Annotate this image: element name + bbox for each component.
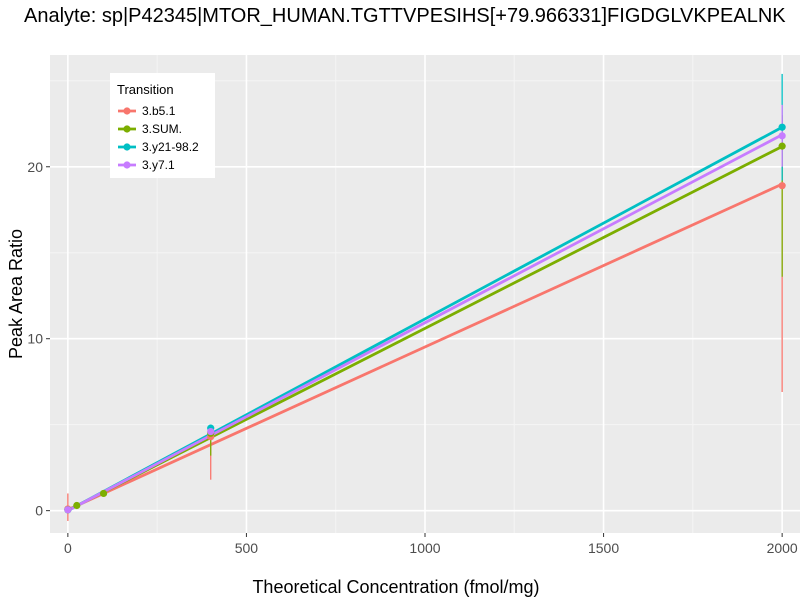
x-tick-label: 2000	[767, 540, 798, 556]
chart-title: Analyte: sp|P42345|MTOR_HUMAN.TGTTVPESIH…	[24, 5, 786, 27]
points	[64, 123, 786, 514]
x-tick-label: 1000	[409, 540, 440, 556]
data-point-1-1	[73, 501, 81, 510]
y-tick-label: 0	[35, 503, 43, 519]
legend-label: 3.SUM.	[142, 122, 182, 136]
legend-key-point	[123, 107, 131, 115]
y-tick-label: 10	[27, 331, 43, 347]
grid-major	[50, 55, 800, 533]
fit-line-3	[67, 133, 783, 512]
data-point-3-1	[207, 427, 215, 436]
data-point-3-2	[778, 132, 786, 140]
legend-label: 3.y7.1	[142, 158, 175, 172]
legend-label: 3.b5.1	[142, 104, 176, 118]
data-point-2-2	[778, 123, 786, 131]
legend-label: 3.y21-98.2	[142, 140, 199, 154]
legend: Transition 3.b5.1 3.SUM. 3.y21-98.2 3.y7.1	[110, 73, 215, 178]
y-tick-label: 20	[27, 159, 43, 175]
x-tick-label: 1500	[588, 540, 619, 556]
legend-title: Transition	[117, 82, 174, 97]
data-point-1-2	[99, 489, 108, 498]
legend-items: 3.b5.1 3.SUM. 3.y21-98.2 3.y7.1	[118, 104, 199, 172]
y-axis-title: Peak Area Ratio	[6, 229, 26, 359]
data-point-3-0	[64, 506, 72, 514]
data-point-1-4	[778, 142, 786, 150]
legend-item-3: 3.y7.1	[118, 158, 175, 172]
legend-item-1: 3.SUM.	[118, 122, 182, 136]
x-tick-label: 500	[235, 540, 259, 556]
x-axis-ticks: 0 500 1000 1500 2000	[64, 533, 798, 556]
fit-line-0	[67, 182, 783, 512]
y-axis-ticks: 0 10 20	[27, 159, 50, 519]
x-axis-title: Theoretical Concentration (fmol/mg)	[252, 577, 539, 597]
data-point-0-2	[778, 182, 786, 190]
legend-item-2: 3.y21-98.2	[118, 140, 199, 154]
legend-item-0: 3.b5.1	[118, 104, 176, 118]
fit-line-1	[67, 145, 783, 512]
legend-key-point	[123, 161, 131, 169]
x-tick-label: 0	[64, 540, 72, 556]
legend-key-point	[123, 125, 131, 133]
fit-lines	[67, 125, 783, 512]
legend-key-point	[123, 143, 131, 151]
